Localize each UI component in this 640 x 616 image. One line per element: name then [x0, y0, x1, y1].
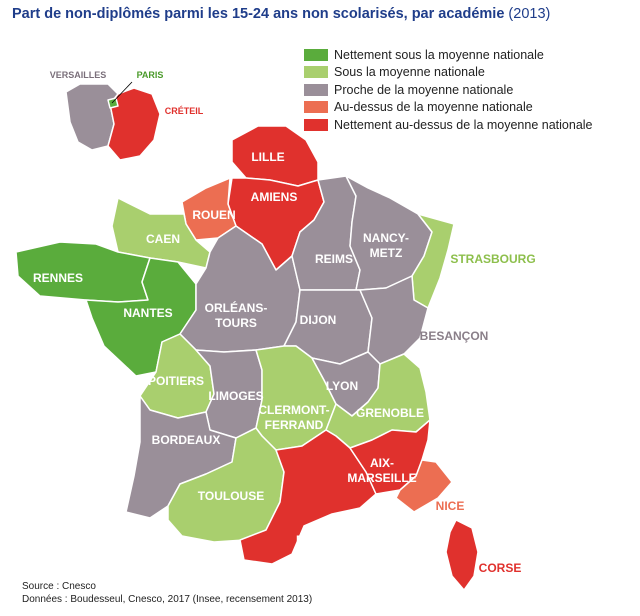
source-note: Source : Cnesco Données : Boudesseul, Cn…: [22, 580, 312, 606]
paris-pointer: [111, 81, 133, 104]
label-nancy-metz-1: NANCY-: [363, 231, 409, 245]
label-limoges: LIMOGES: [208, 389, 263, 403]
region-paris: [107, 97, 119, 109]
label-paris: PARIS: [137, 70, 164, 80]
label-besancon: BESANÇON: [420, 329, 489, 343]
legend-label: Nettement sous la moyenne nationale: [334, 47, 544, 62]
legend-label: Au-dessus de la moyenne nationale: [334, 100, 533, 115]
label-montpellier: MONTPELLIER: [296, 533, 382, 547]
label-lyon: LYON: [326, 379, 358, 393]
region-aix-marseille: [349, 419, 431, 495]
label-orleans-tours-2: TOURS: [215, 316, 257, 330]
legend-label: Nettement au-dessus de la moyenne nation…: [334, 117, 593, 132]
legend-swatch: [304, 101, 328, 114]
legend-label: Proche de la moyenne nationale: [334, 82, 514, 97]
label-grenoble: GRENOBLE: [356, 406, 424, 420]
label-clermont-ferrand-2: FERRAND: [265, 418, 324, 432]
region-creteil: [107, 87, 161, 161]
label-aix-marseille-1: AIX-: [370, 456, 394, 470]
region-montpellier: [239, 429, 377, 565]
label-creteil: CRÉTEIL: [165, 106, 204, 116]
legend-swatch: [304, 66, 328, 79]
label-dijon: DIJON: [300, 313, 337, 327]
label-clermont-ferrand-1: CLERMONT-: [258, 403, 329, 417]
label-rennes: RENNES: [33, 271, 83, 285]
legend-swatch: [304, 83, 328, 96]
legend-item: Nettement au-dessus de la moyenne nation…: [304, 116, 593, 134]
label-orleans-tours-1: ORLÉANS-: [205, 300, 268, 315]
region-corse: [445, 519, 479, 591]
label-amiens: AMIENS: [251, 190, 298, 204]
legend-swatch: [304, 48, 328, 61]
map-title-year: (2013): [508, 6, 551, 22]
label-versailles: VERSAILLES: [50, 70, 107, 80]
map-title: Part de non-diplômés parmi les 15-24 ans…: [12, 6, 550, 22]
map-title-main: Part de non-diplômés parmi les 15-24 ans…: [12, 6, 505, 22]
label-aix-marseille-2: MARSEILLE: [347, 471, 416, 485]
label-bordeaux: BORDEAUX: [152, 433, 221, 447]
region-besancon: [359, 275, 429, 365]
legend-swatch: [304, 118, 328, 131]
region-nice: [395, 459, 453, 513]
label-nantes: NANTES: [123, 306, 172, 320]
legend-item: Sous la moyenne nationale: [304, 64, 593, 82]
source-line: Source : Cnesco: [22, 581, 96, 592]
map-legend: Nettement sous la moyenne nationale Sous…: [304, 46, 593, 134]
legend-item: Nettement sous la moyenne nationale: [304, 46, 593, 64]
legend-item: Au-dessus de la moyenne nationale: [304, 99, 593, 117]
legend-label: Sous la moyenne nationale: [334, 65, 485, 80]
label-nice: NICE: [436, 499, 465, 513]
data-line: Données : Boudesseul, Cnesco, 2017 (Inse…: [22, 594, 313, 605]
label-nancy-metz-2: METZ: [370, 246, 403, 260]
label-poitiers: POITIERS: [148, 374, 204, 388]
label-strasbourg: STRASBOURG: [450, 252, 535, 266]
legend-item: Proche de la moyenne nationale: [304, 81, 593, 99]
label-rouen: ROUEN: [192, 208, 235, 222]
label-reims: REIMS: [315, 252, 353, 266]
label-toulouse: TOULOUSE: [198, 489, 264, 503]
label-corse: CORSE: [479, 561, 522, 575]
label-caen: CAEN: [146, 232, 180, 246]
label-lille: LILLE: [251, 150, 284, 164]
